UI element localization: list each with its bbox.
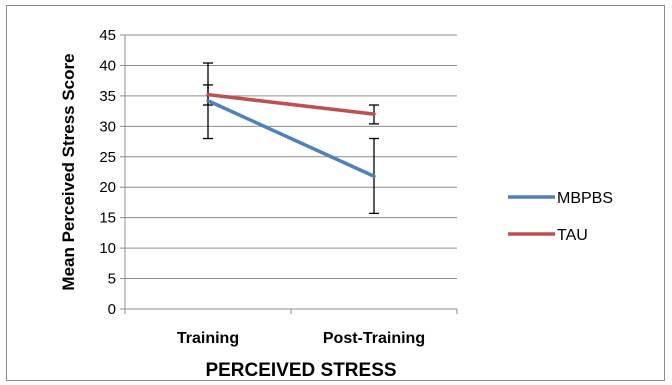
series-lines [206,92,376,179]
chart-frame [6,5,665,381]
legend: MBPBS TAU [508,190,613,244]
y-axis-ticks: 0 5 10 15 20 25 30 35 40 45 [99,27,125,318]
legend-label-mbpbs: MBPBS [557,190,613,207]
y-axis-title: Mean Perceived Stress Score [59,53,78,290]
series-line-mbpbs [206,99,376,179]
y-tick-label: 30 [99,118,116,135]
x-axis-categories: Training Post-Training [177,330,425,347]
y-tick-label: 0 [108,301,116,318]
x-axis-title: PERCEIVED STRESS [205,360,396,381]
y-tick-label: 45 [99,27,116,44]
y-tick-label: 20 [99,179,116,196]
axes [124,35,458,314]
legend-label-tau: TAU [557,227,588,244]
gridlines [125,34,457,280]
y-tick-label: 5 [108,271,116,288]
x-category-label: Post-Training [323,330,425,347]
x-category-label: Training [177,330,239,347]
series-line-tau [206,92,376,116]
y-tick-label: 25 [99,149,116,166]
y-tick-label: 15 [99,210,116,227]
y-tick-label: 10 [99,240,116,257]
y-tick-label: 40 [99,57,116,74]
y-tick-label: 35 [99,88,116,105]
